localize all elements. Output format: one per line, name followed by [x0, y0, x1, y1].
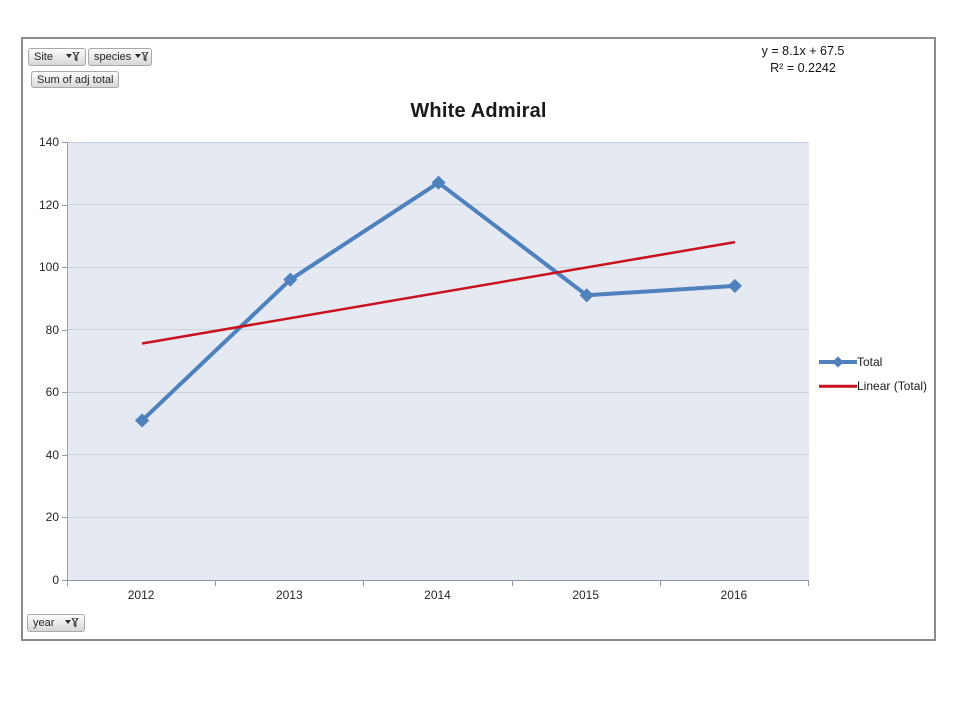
- x-axis-tick-label: 2014: [424, 588, 451, 602]
- pivot-field-button-values-label: Sum of adj total: [37, 73, 114, 86]
- legend-label-total: Total: [857, 355, 883, 369]
- trendline-r-squared: R² = 0.2242: [770, 61, 836, 75]
- y-axis-tick: [62, 392, 67, 394]
- gridline: [68, 454, 809, 456]
- y-axis-tick-label: 60: [45, 385, 59, 400]
- legend-swatch-total: [819, 356, 857, 368]
- legend-item-linear-total[interactable]: Linear (Total): [819, 374, 927, 398]
- series-canvas: [135, 175, 742, 428]
- y-axis-tick: [62, 142, 67, 143]
- gridline: [68, 204, 809, 206]
- legend-swatch-linear: [819, 381, 857, 391]
- x-axis-tick: [659, 581, 661, 586]
- plot-area: [67, 142, 809, 581]
- pivot-field-button-year-label: year: [33, 617, 55, 629]
- pivot-field-button-species[interactable]: species: [88, 48, 152, 66]
- x-axis-tick: [67, 581, 68, 586]
- gridline: [68, 142, 809, 143]
- gridline: [68, 391, 809, 393]
- filter-dropdown-icon: [65, 618, 79, 628]
- y-axis-tick: [62, 267, 67, 269]
- gridline: [68, 516, 809, 518]
- pivot-field-button-site-label: Site: [34, 51, 53, 63]
- y-axis-tick-label: 80: [45, 322, 59, 337]
- data-point-marker: [579, 288, 594, 303]
- gridline: [68, 266, 809, 268]
- x-axis-tick: [511, 581, 513, 586]
- trendline-equation-line: y = 8.1x + 67.5: [761, 44, 845, 58]
- data-point-marker: [135, 413, 150, 428]
- pivot-chart: Site species Sum of adj total year y: [21, 37, 936, 641]
- x-axis-tick-label: 2012: [127, 588, 155, 602]
- filter-dropdown-icon: [135, 52, 149, 62]
- legend-label-linear: Linear (Total): [857, 379, 928, 393]
- y-axis-tick-label: 100: [38, 260, 59, 275]
- x-axis-tick: [363, 581, 365, 586]
- x-axis-tick-label: 2013: [275, 588, 303, 602]
- x-axis-tick-label: 2016: [720, 588, 748, 602]
- pivot-field-button-species-label: species: [94, 51, 132, 63]
- legend: Total Linear (Total): [819, 350, 927, 398]
- y-axis-tick: [62, 329, 67, 331]
- y-axis-tick-label: 140: [38, 135, 59, 149]
- trendline-equation: y = 8.1x + 67.5 R² = 0.2242: [711, 43, 895, 77]
- data-point-marker: [727, 278, 742, 293]
- diamond-marker-icon: [832, 356, 844, 368]
- trendline: [141, 240, 736, 345]
- y-axis-tick: [62, 204, 67, 206]
- y-axis-tick-label: 120: [38, 197, 59, 212]
- x-axis-tick: [215, 581, 217, 586]
- filter-dropdown-icon: [66, 52, 80, 62]
- y-axis-tick: [62, 517, 67, 519]
- series-line-total: [140, 180, 736, 422]
- y-axis-tick-label: 0: [52, 573, 59, 587]
- x-axis-tick: [808, 581, 809, 586]
- y-axis-tick: [62, 580, 67, 581]
- legend-item-total[interactable]: Total: [819, 350, 927, 374]
- gridline: [68, 329, 809, 331]
- pivot-field-button-values[interactable]: Sum of adj total: [31, 71, 120, 88]
- pivot-field-button-year[interactable]: year: [27, 614, 85, 632]
- y-axis-tick-label: 20: [45, 510, 59, 525]
- y-axis-tick: [62, 454, 67, 456]
- y-axis-tick-label: 40: [45, 447, 59, 462]
- x-axis-tick-label: 2015: [572, 588, 600, 602]
- data-point-marker: [431, 175, 446, 190]
- chart-title: White Admiral: [410, 100, 547, 122]
- pivot-field-button-site[interactable]: Site: [28, 48, 86, 66]
